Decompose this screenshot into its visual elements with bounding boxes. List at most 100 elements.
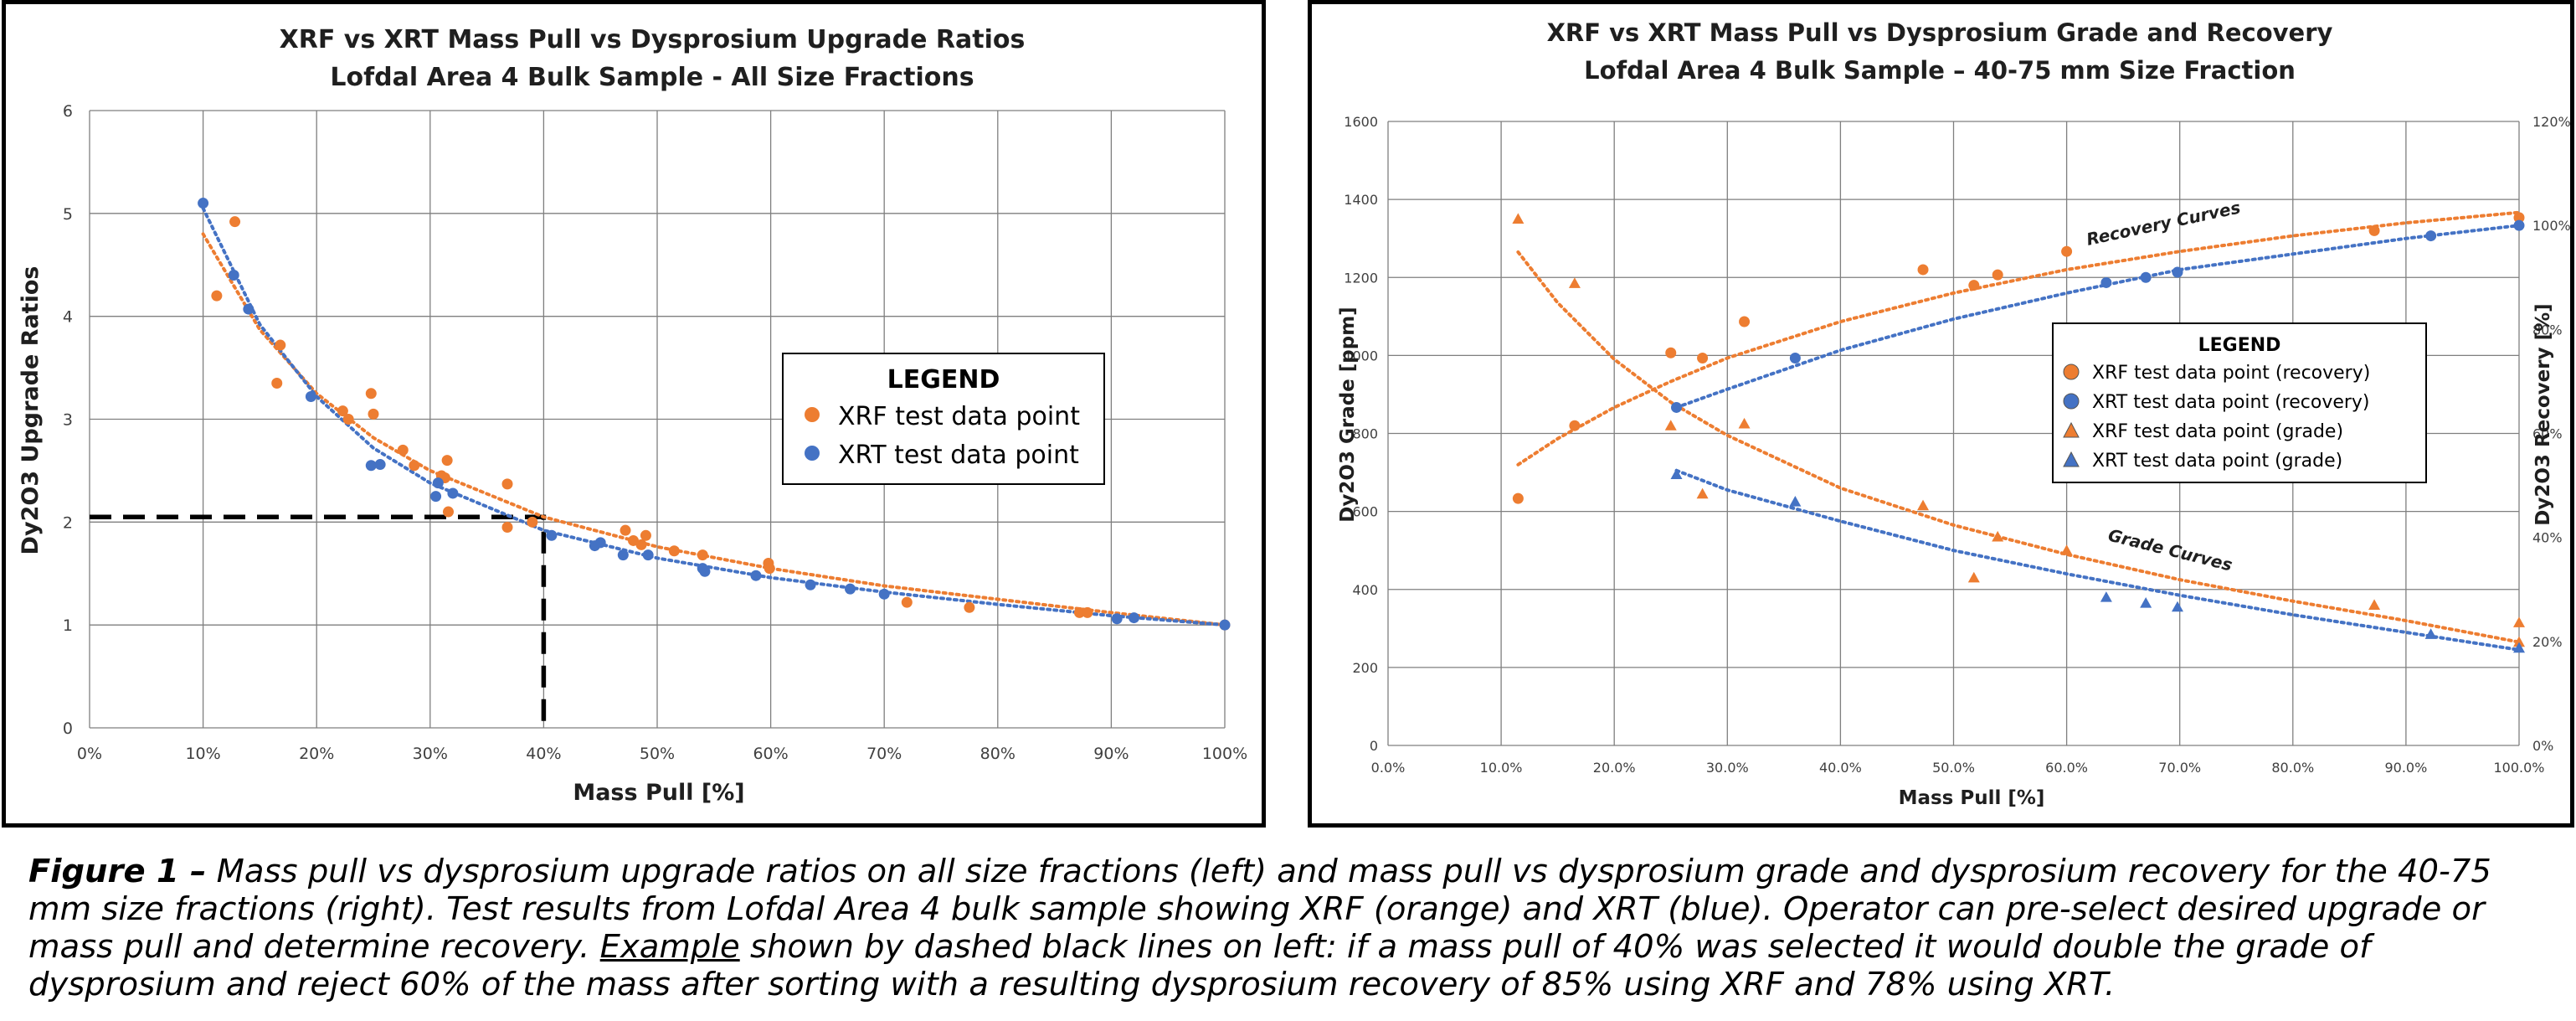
caption-text-part1: Mass pull vs dysprosium upgrade ratios o… [28,853,2491,966]
left-xrf-point [764,563,775,575]
caption-example-underlined: Example [599,928,740,966]
left-x-tick-label: 90% [1093,745,1129,763]
right-xrf-recovery-point [1569,420,1581,431]
right-xrf-recovery-point [1917,264,1929,276]
left-chart-panel: XRF vs XRT Mass Pull vs Dysprosium Upgra… [2,0,1266,828]
left-xrf-point [229,216,241,228]
left-y-tick-label: 3 [63,411,73,430]
right-xrf-recovery-point [2061,245,2073,257]
right-chart-y2-tick-labels: 0% 20% 40% 60% 80% 100% 120% [2532,114,2571,754]
left-x-tick-label: 100% [1202,745,1247,763]
left-xrf-point [697,549,708,561]
right-legend-title: LEGEND [2198,335,2281,356]
left-y-tick-label: 1 [63,616,73,635]
left-xrf-point [501,521,513,533]
right-xrf-grade-point [2513,616,2525,627]
left-xrt-point [365,460,377,472]
left-chart-title-group: XRF vs XRT Mass Pull vs Dysprosium Upgra… [280,25,1026,92]
left-xrf-point [640,529,651,541]
right-x-tick-label: 50.0% [1932,760,1975,776]
right-xrt-recovery-point [1671,401,1683,413]
left-legend-xrf-marker [805,407,820,422]
right-legend-xrt-recovery-label: XRT test data point (recovery) [2092,392,2370,413]
right-chart-panel: XRF vs XRT Mass Pull vs Dysprosium Grade… [1308,0,2574,828]
left-xrf-point [368,408,379,420]
left-x-tick-label: 20% [299,745,334,763]
left-chart-points [198,198,1231,631]
left-y-tick-label: 6 [63,102,73,121]
left-xrf-point [442,506,454,518]
right-y-tick-label: 1600 [1344,114,1378,130]
right-xrt-grade-point [1789,495,1802,507]
right-chart-trendlines [1516,210,2521,652]
right-legend-xrf-recovery-marker [2063,364,2080,380]
figure-caption: Figure 1 – Mass pull vs dysprosium upgra… [28,853,2548,1003]
left-x-tick-label: 10% [185,745,220,763]
right-xrf-grade-point [1992,530,2004,542]
right-xrf-grade-point [1917,499,1930,511]
left-xrt-point [243,303,255,315]
right-xrf-grade-point [1512,213,1525,224]
right-y-tick-label: 400 [1352,582,1378,598]
right-xrf-grade-point [1664,420,1677,431]
left-x-tick-label: 40% [526,745,561,763]
left-y-tick-label: 2 [63,513,73,532]
right-chart-y2-axis-label: Dy2O3 Recovery [%] [2532,303,2554,525]
right-x-tick-label: 30.0% [1706,760,1749,776]
right-xrf-recovery-point [1512,492,1524,504]
left-xrf-point [668,545,680,557]
right-xrf-grade-point [2513,636,2525,647]
right-legend-xrt-recovery-marker [2063,393,2080,410]
right-xrt-grade-point [2424,628,2437,639]
left-chart-x-axis-label: Mass Pull [%] [573,780,744,806]
left-xrt-point [805,579,816,590]
right-y2-tick-label: 0% [2532,738,2553,754]
left-x-tick-label: 60% [753,745,788,763]
left-xrt-point [617,549,629,561]
right-xrf-grade-point [2060,544,2073,555]
left-xrf-point [441,455,453,467]
left-xrf-point [409,460,420,472]
right-xrt-grade-point [2140,597,2152,608]
left-xrf-point [527,516,538,528]
left-x-tick-label: 80% [980,745,1015,763]
caption-lead: Figure 1 – [28,853,207,890]
right-x-tick-label: 40.0% [1819,760,1862,776]
left-xrf-point [275,339,286,351]
left-xrt-point [198,198,209,209]
left-xrt-point [432,477,444,489]
left-xrt-point [750,570,762,581]
left-xrt-point [1129,612,1140,624]
right-chart-y-axis-label: Dy2O3 Grade [ppm] [1337,307,1359,522]
right-y2-tick-label: 60% [2532,426,2563,442]
right-y2-tick-label: 20% [2532,634,2563,650]
left-xrt-point [1111,613,1123,625]
right-y-tick-label: 800 [1352,426,1378,442]
right-xrt-recovery-point [1789,352,1801,364]
left-xrt-point [1219,619,1231,631]
right-legend-xrf-recovery-label: XRF test data point (recovery) [2092,363,2370,384]
left-legend-title: LEGEND [887,365,1000,394]
right-y2-tick-label: 40% [2532,530,2563,546]
right-x-tick-label: 20.0% [1593,760,1636,776]
right-chart-y-tick-labels: 0 200 400 600 800 1000 1200 1400 1600 [1344,114,1378,754]
right-x-tick-label: 60.0% [2045,760,2088,776]
right-y-tick-label: 1200 [1344,270,1378,286]
left-x-tick-label: 30% [413,745,448,763]
left-legend-xrt-label: XRT test data point [838,441,1079,470]
left-xrf-point [620,524,631,536]
right-xrt-recovery-point [2100,276,2112,288]
right-xrf-grade-point [2368,599,2381,610]
right-chart-legend: LEGEND XRF test data point (recovery) XR… [2052,322,2427,483]
left-xrf-point [342,414,354,425]
left-chart-subtitle: Lofdal Area 4 Bulk Sample - All Size Fra… [330,63,974,92]
right-legend-xrf-grade-label: XRF test data point (grade) [2092,421,2343,442]
left-legend-box [782,353,1105,485]
right-xrf-grade-point [1568,277,1581,288]
right-chart-x-tick-labels: 0.0% 10.0% 20.0% 30.0% 40.0% 50.0% 60.0% 70.0% 8… [1371,760,2545,776]
right-xrt-recovery-trendline [1674,224,2521,410]
left-chart-title: XRF vs XRT Mass Pull vs Dysprosium Upgra… [280,25,1026,54]
right-legend-xrt-grade-marker [2063,451,2080,467]
left-legend-xrf-label: XRF test data point [838,402,1080,431]
right-x-tick-label: 90.0% [2384,760,2427,776]
